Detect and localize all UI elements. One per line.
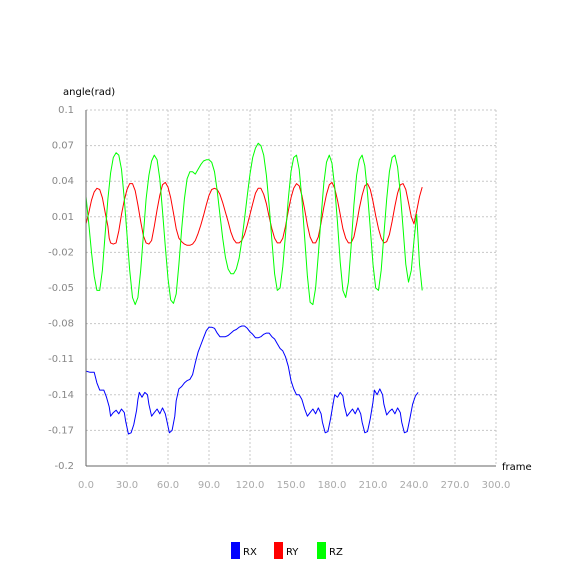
y-tick-label: 0.1 [58,105,74,116]
legend-label-ry: RY [286,547,299,558]
x-tick-label: 150.0 [277,480,306,491]
grid [86,109,497,466]
x-tick-label: 30.0 [116,480,138,491]
series-line-rx [85,325,419,435]
series-line-ry [85,181,423,246]
y-tick-label: 0.01 [52,212,74,223]
y-tick-label: 0.04 [52,176,74,187]
y-tick-label: -0.08 [48,319,74,330]
x-axis-label: frame [502,462,532,473]
y-tick-label: -0.05 [48,283,74,294]
series-layer [85,142,423,435]
y-tick-label: -0.14 [48,390,74,401]
tick-labels: 0.1 0.07 0.04 0.01 -0.02 -0.05 -0.08 -0.11 -0.14… [48,105,510,491]
legend-swatch-rz [317,542,326,559]
y-tick-label: -0.2 [54,461,74,472]
y-tick-label: 0.07 [52,141,74,152]
axes: angle(rad) frame [63,87,532,473]
legend-label-rz: RZ [329,547,343,558]
y-axis-label: angle(rad) [63,87,115,98]
legend: RX RY RZ [231,542,343,559]
x-tick-label: 270.0 [441,480,470,491]
legend-swatch-rx [231,542,240,559]
x-tick-label: 0.0 [78,480,94,491]
x-tick-label: 210.0 [359,480,388,491]
legend-swatch-ry [274,542,283,559]
series-line-rz [85,142,423,306]
x-tick-label: 60.0 [157,480,179,491]
y-tick-label: -0.11 [48,354,74,365]
x-tick-label: 90.0 [198,480,220,491]
x-tick-label: 240.0 [400,480,429,491]
y-tick-label: -0.02 [48,247,74,258]
x-tick-label: 120.0 [236,480,265,491]
legend-label-rx: RX [243,547,257,558]
y-tick-label: -0.17 [48,425,74,436]
x-tick-label: 180.0 [318,480,347,491]
x-tick-label: 300.0 [482,480,511,491]
